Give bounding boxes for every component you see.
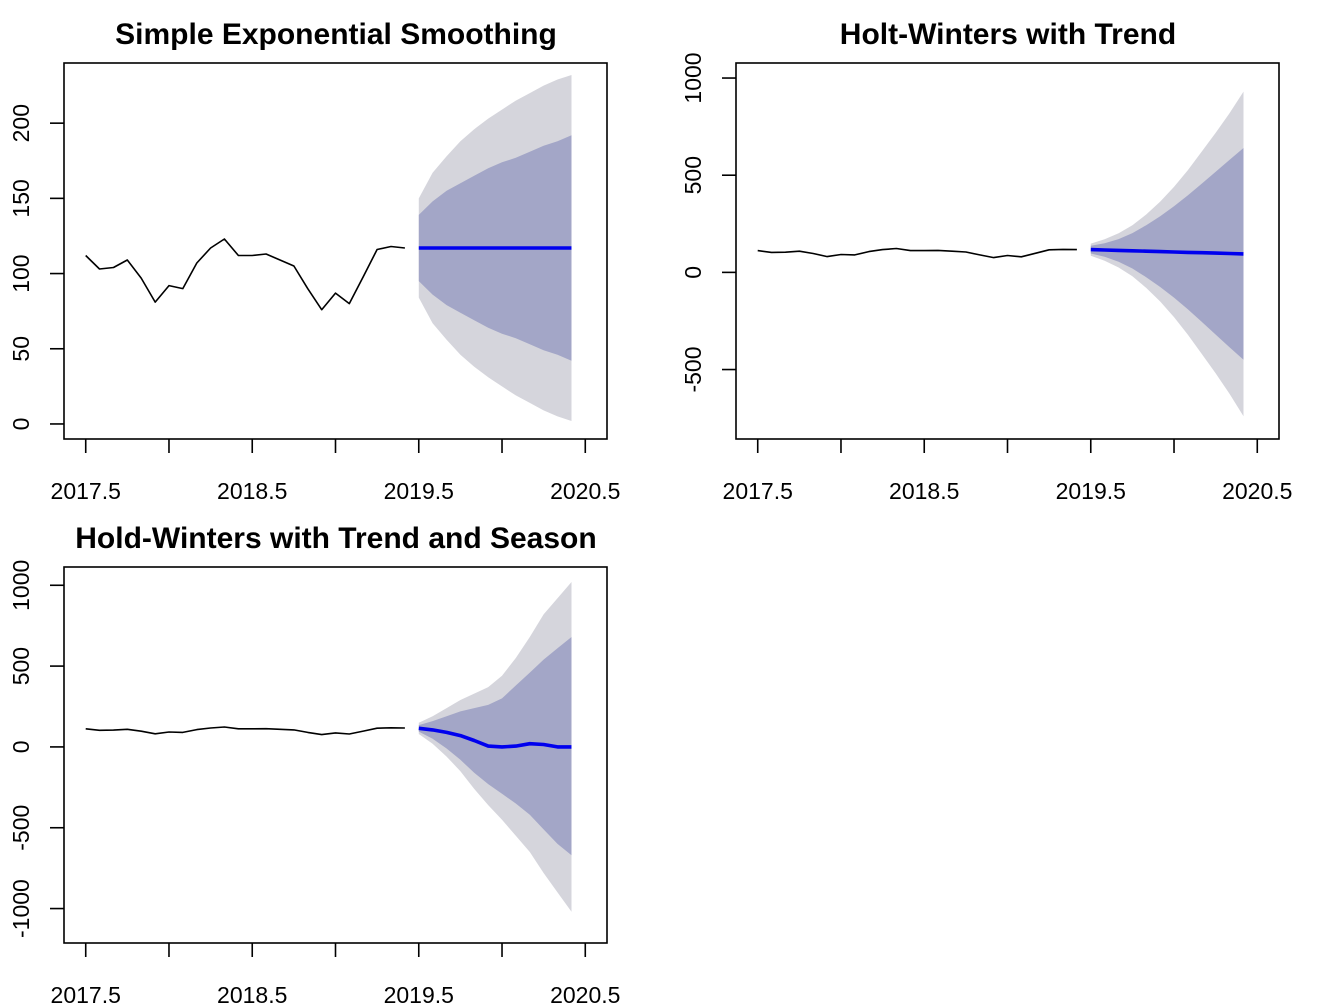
y-tick-label: 0 (8, 741, 34, 754)
y-tick-label: 150 (8, 179, 34, 217)
y-tick-label: -500 (8, 805, 34, 851)
panel-holt-winters-trend: Holt-Winters with Trend 2017.5 2018.5 2019.… (680, 18, 1292, 504)
x-tick-label: 2019.5 (384, 982, 454, 1008)
prediction-band-80 (1090, 148, 1244, 360)
x-tick-label: 2018.5 (217, 982, 287, 1008)
x-tick-label: 2018.5 (889, 478, 959, 504)
series-forecast-line (418, 726, 572, 749)
y-tick-label: 200 (8, 104, 34, 142)
series-history-line (85, 726, 405, 736)
chart-title: Holt-Winters with Trend (840, 18, 1176, 51)
series-history-line (757, 247, 1077, 259)
chart-title: Hold-Winters with Trend and Season (75, 522, 596, 555)
y-tick-label: 500 (680, 156, 706, 194)
y-tick-label: 50 (8, 336, 34, 362)
x-tick-label: 2018.5 (217, 478, 287, 504)
x-tick-label: 2019.5 (1056, 478, 1126, 504)
y-tick-label: 500 (8, 647, 34, 685)
y-tick-label: 1000 (8, 560, 34, 611)
series-history-line (85, 238, 405, 311)
series-forecast-line (1090, 247, 1244, 256)
x-tick-label: 2020.5 (550, 478, 620, 504)
y-tick-label: -1000 (8, 879, 34, 938)
x-tick-label: 2017.5 (51, 982, 121, 1008)
x-tick-label: 2017.5 (723, 478, 793, 504)
y-tick-label: -500 (680, 346, 706, 392)
x-tick-label: 2017.5 (51, 478, 121, 504)
panel-simple-exponential-smoothing: Simple Exponential Smoothing 2017.5 2018.5… (8, 18, 620, 504)
x-tick-label: 2019.5 (384, 478, 454, 504)
y-tick-label: 1000 (680, 52, 706, 103)
x-tick-label: 2020.5 (1222, 478, 1292, 504)
x-tick-label: 2020.5 (550, 982, 620, 1008)
y-tick-label: 100 (8, 254, 34, 292)
chart-title: Simple Exponential Smoothing (115, 18, 557, 51)
y-tick-label: 0 (680, 266, 706, 279)
panel-holt-winters-trend-season: Hold-Winters with Trend and Season 2017.5… (8, 522, 620, 1008)
y-tick-label: 0 (8, 418, 34, 431)
